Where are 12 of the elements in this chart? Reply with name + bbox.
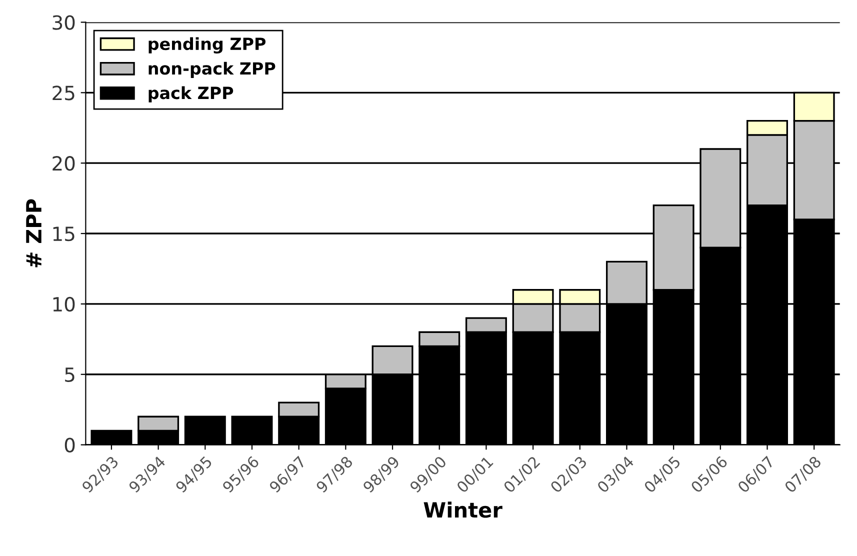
x-axis-title: Winter — [424, 502, 502, 518]
y-axis-title: # ZPP — [26, 199, 42, 268]
y-tick-label: 5 — [65, 368, 74, 382]
y-tick-label: 30 — [52, 15, 75, 30]
y-tick-label: 0 — [64, 438, 75, 452]
y-tick-label: 10 — [53, 296, 75, 312]
legend-label: non-pack ZPP — [148, 62, 276, 78]
y-tick-label: 25 — [52, 86, 74, 100]
legend-label: pack ZPP — [148, 86, 234, 102]
y-tick-label: 20 — [52, 156, 75, 171]
legend-label: pending ZPP — [148, 37, 266, 54]
y-tick-label: 15 — [53, 226, 74, 242]
